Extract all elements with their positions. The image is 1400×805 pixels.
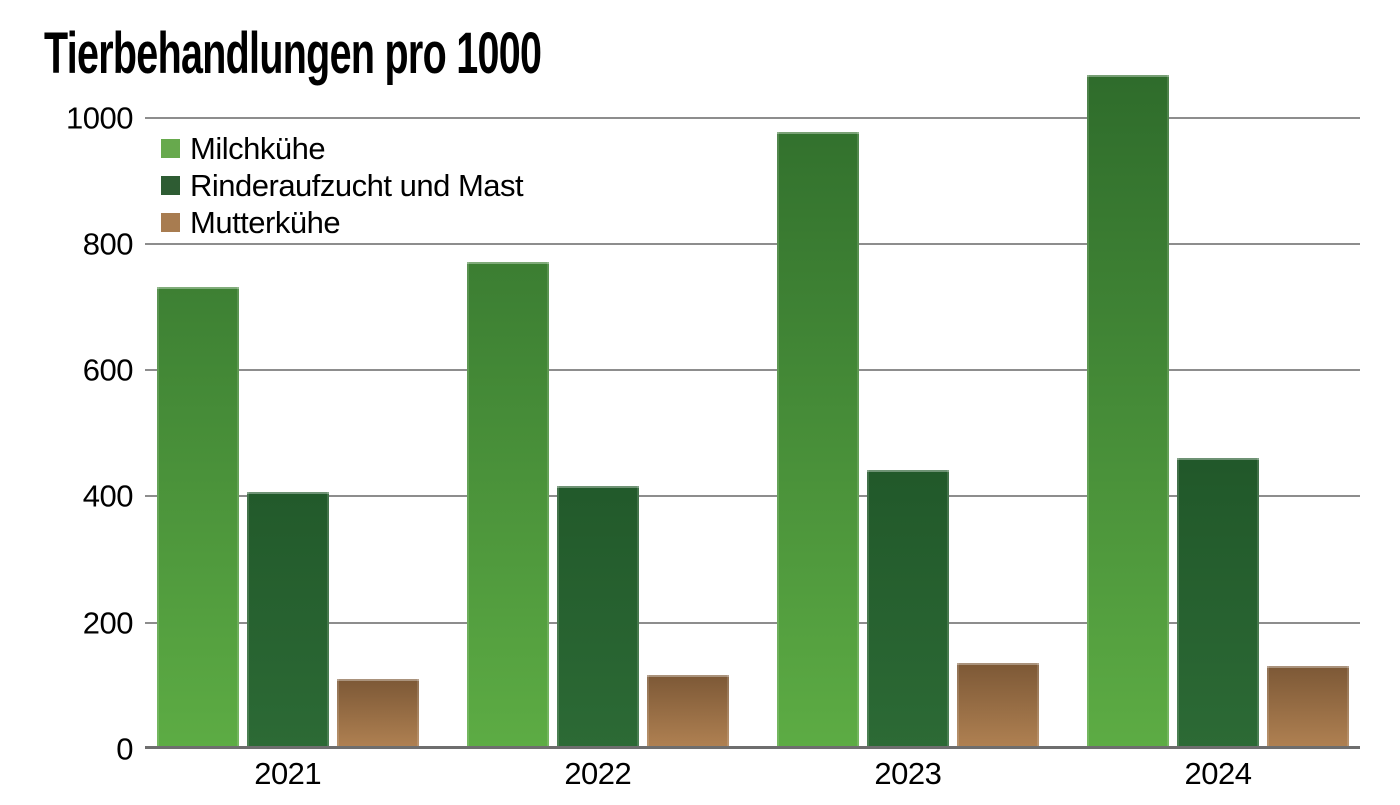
x-axis-label-2022: 2022 bbox=[564, 756, 632, 791]
bar-2021-rinderaufzucht-und-mast bbox=[246, 492, 329, 748]
y-axis-label-600: 600 bbox=[82, 352, 134, 388]
legend-swatch-icon bbox=[161, 139, 180, 158]
bar-2024-milchk-he bbox=[1087, 75, 1169, 748]
bar-2022-milchk-he bbox=[466, 261, 549, 748]
gridline-800 bbox=[145, 242, 1360, 245]
legend-item-rinderaufzucht-und-mast: Rinderaufzucht und Mast bbox=[161, 167, 524, 204]
gridline-200 bbox=[145, 621, 1360, 624]
legend-label: Mutterkühe bbox=[190, 205, 341, 240]
bar-2023-rinderaufzucht-und-mast bbox=[866, 470, 949, 748]
y-axis-label-1000: 1000 bbox=[66, 100, 133, 135]
bar-2021-milchk-he bbox=[156, 287, 239, 748]
y-axis-label-200: 200 bbox=[82, 605, 134, 641]
y-axis-label-400: 400 bbox=[82, 478, 134, 514]
x-axis-line bbox=[145, 746, 1360, 749]
bar-2021-mutterk-he bbox=[336, 678, 419, 748]
legend-label: Milchkühe bbox=[190, 131, 326, 166]
chart-title: Tierbehandlungen pro 1000 bbox=[44, 21, 542, 86]
legend-item-mutterk-he: Mutterkühe bbox=[161, 204, 523, 241]
bar-2023-milchk-he bbox=[776, 132, 859, 748]
gridline-1000 bbox=[145, 116, 1360, 119]
bar-2024-rinderaufzucht-und-mast bbox=[1177, 457, 1259, 748]
bar-2022-rinderaufzucht-und-mast bbox=[556, 485, 639, 748]
gridline-600 bbox=[145, 369, 1360, 372]
x-axis-label-2024: 2024 bbox=[1184, 756, 1252, 791]
bar-2024-mutterk-he bbox=[1267, 665, 1349, 748]
x-axis-label-2023: 2023 bbox=[874, 756, 942, 791]
y-axis-label-800: 800 bbox=[82, 226, 134, 262]
legend-label: Rinderaufzucht und Mast bbox=[190, 168, 524, 203]
x-axis-label-2021: 2021 bbox=[254, 756, 322, 791]
y-axis-label-0: 0 bbox=[116, 731, 133, 767]
bar-2023-mutterk-he bbox=[956, 662, 1039, 748]
gridline-400 bbox=[145, 495, 1360, 498]
plot-area bbox=[145, 75, 1360, 749]
legend-item-milchk-he: Milchkühe bbox=[161, 130, 523, 167]
bar-2022-mutterk-he bbox=[646, 675, 729, 748]
legend: Milchkühe Rinderaufzucht und Mast Mutterkü… bbox=[161, 130, 524, 241]
legend-swatch-icon bbox=[161, 176, 180, 195]
legend-swatch-icon bbox=[161, 213, 180, 232]
